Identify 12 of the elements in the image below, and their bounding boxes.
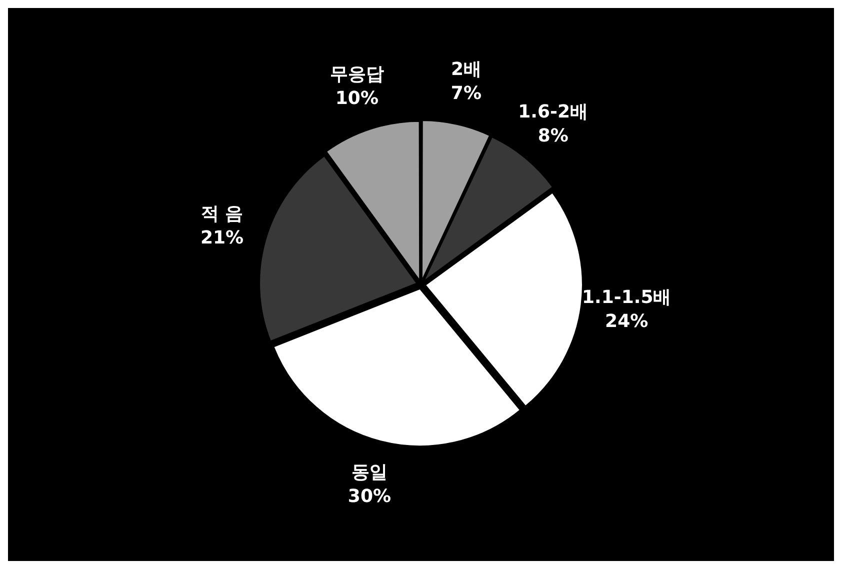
data-label: 30% — [348, 486, 392, 507]
slice-label: 2배 — [450, 58, 482, 80]
data-label: 8% — [538, 125, 568, 146]
data-label: 10% — [335, 88, 379, 110]
data-label: 24% — [605, 311, 648, 332]
slice-label: 적 음 — [200, 203, 244, 224]
slice-label: 동일 — [351, 462, 388, 483]
slice-label: 1.1-1.5배 — [582, 287, 672, 308]
data-label: 7% — [450, 82, 482, 104]
slice-label: 1.6-2배 — [518, 101, 588, 122]
data-label: 21% — [200, 227, 244, 248]
slice-label: 무응답 — [330, 64, 384, 86]
